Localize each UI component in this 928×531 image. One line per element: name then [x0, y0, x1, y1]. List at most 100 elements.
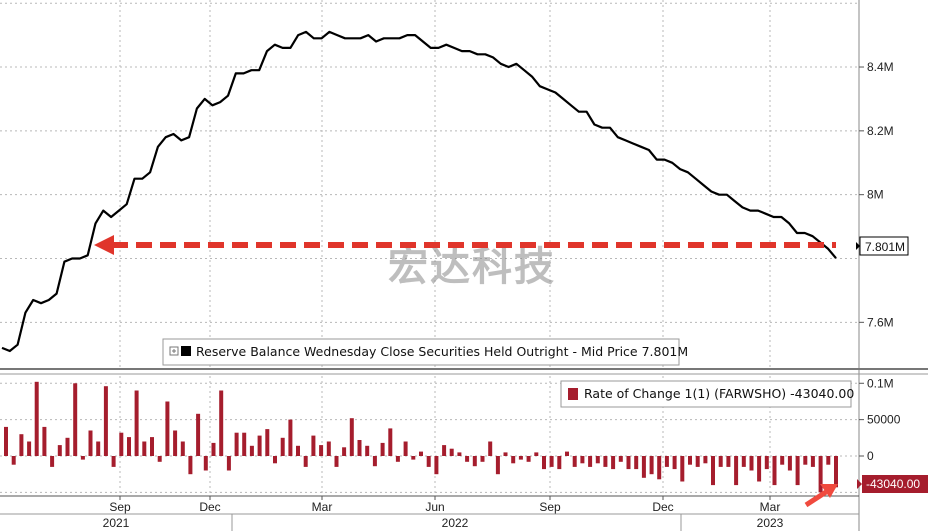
- bar-22: [173, 430, 178, 456]
- bar-legend-label: Rate of Change 1(1) (FARWSHO) -43040.00: [584, 386, 854, 401]
- bar-25: [196, 413, 201, 456]
- bar-2: [19, 434, 24, 456]
- x-month-label-2: Mar: [312, 500, 333, 514]
- bar-55: [426, 456, 431, 467]
- bar-67: [518, 456, 523, 460]
- bar-32: [249, 445, 254, 456]
- top-y-tick-label-1: 8.2M: [867, 124, 894, 138]
- rate-of-change-bars: [4, 381, 838, 493]
- bar-72: [557, 456, 562, 470]
- bar-59: [457, 452, 462, 456]
- bar-86: [664, 456, 669, 467]
- bar-108: [834, 456, 838, 488]
- x-month-label-0: Sep: [109, 500, 131, 514]
- bar-88: [680, 456, 685, 482]
- x-year-labels: 2021 2022 2023: [103, 516, 784, 530]
- bar-52: [403, 441, 408, 456]
- x-month-label-5: Dec: [652, 500, 673, 514]
- bar-93: [718, 456, 723, 467]
- bar-31: [242, 432, 247, 456]
- bar-16: [127, 437, 131, 456]
- bar-39: [303, 456, 308, 467]
- bar-10: [80, 456, 85, 460]
- top-y-tick-labels: 8.4M 8.2M 8M 7.6M: [859, 60, 894, 329]
- bar-last-value-badge: [862, 475, 928, 493]
- bar-58: [449, 448, 454, 456]
- bar-34: [265, 429, 270, 456]
- line-last-value-label: 7.801M: [865, 240, 905, 254]
- bar-76: [588, 456, 593, 467]
- bar-45: [349, 418, 354, 456]
- line-last-value-pointer: [856, 242, 860, 250]
- bar-20: [157, 456, 162, 462]
- bar-84: [649, 456, 654, 475]
- x-month-label-3: Jun: [425, 500, 444, 514]
- bar-95: [734, 456, 739, 486]
- bar-50: [388, 428, 393, 456]
- bar-66: [511, 456, 516, 464]
- bar-74: [572, 456, 577, 467]
- x-month-label-4: Sep: [539, 500, 561, 514]
- bar-40: [311, 435, 316, 456]
- bar-51: [395, 456, 400, 462]
- bottom-y-tick-label-0: 0.1M: [867, 376, 894, 390]
- bar-81: [626, 456, 631, 470]
- bar-87: [672, 456, 677, 470]
- bar-104: [803, 456, 808, 465]
- x-month-label-6: Mar: [760, 500, 781, 514]
- bar-13: [103, 386, 108, 456]
- bar-38: [296, 445, 300, 456]
- bar-91: [703, 456, 708, 464]
- bottom-y-tick-label-2: 0: [867, 449, 874, 463]
- bar-36: [280, 437, 285, 456]
- bar-73: [565, 451, 569, 456]
- bar-98: [757, 456, 762, 482]
- bar-21: [165, 401, 170, 456]
- bar-5: [42, 426, 47, 456]
- bar-85: [657, 456, 662, 480]
- bar-41: [319, 445, 324, 456]
- bar-1: [11, 456, 16, 465]
- bar-71: [549, 456, 554, 467]
- x-year-label-1: 2022: [442, 516, 469, 530]
- bar-82: [634, 456, 639, 470]
- bar-78: [603, 456, 608, 467]
- line-legend-box: [162, 338, 680, 366]
- last-bar-arrow-shaft: [804, 489, 828, 508]
- bottom-y-tick-label-1: 50000: [867, 413, 901, 427]
- bar-53: [411, 456, 416, 460]
- watermark: 宏达科技: [388, 244, 556, 290]
- bar-44: [342, 447, 347, 456]
- line-legend-swatch: [181, 346, 191, 356]
- bar-61: [472, 456, 477, 467]
- top-y-tick-label-3: 7.6M: [867, 315, 894, 329]
- bar-12: [96, 441, 101, 456]
- bar-103: [795, 456, 800, 486]
- bar-75: [580, 456, 585, 464]
- bar-4: [34, 381, 39, 456]
- bar-legend-swatch: [568, 388, 578, 400]
- bar-60: [465, 456, 470, 462]
- reserve-balance-line: [1, 30, 837, 353]
- bottom-y-tick-labels: 0.1M 50000 0: [859, 376, 901, 463]
- bar-46: [357, 440, 362, 456]
- bar-65: [503, 452, 508, 456]
- bar-30: [234, 432, 239, 456]
- bar-99: [764, 456, 769, 470]
- bar-90: [695, 456, 700, 467]
- bar-54: [419, 451, 423, 456]
- bar-62: [480, 456, 485, 462]
- bar-28: [219, 390, 224, 456]
- top-y-tick-label-2: 8M: [867, 188, 884, 202]
- bar-94: [726, 456, 731, 467]
- bar-14: [111, 456, 116, 467]
- bar-64: [495, 456, 500, 475]
- bar-69: [534, 452, 539, 456]
- bar-96: [741, 456, 746, 467]
- bar-49: [380, 442, 385, 456]
- bar-80: [618, 456, 623, 462]
- bar-57: [442, 445, 447, 456]
- top-y-tick-label-0: 8.4M: [867, 60, 894, 74]
- bar-11: [88, 430, 93, 456]
